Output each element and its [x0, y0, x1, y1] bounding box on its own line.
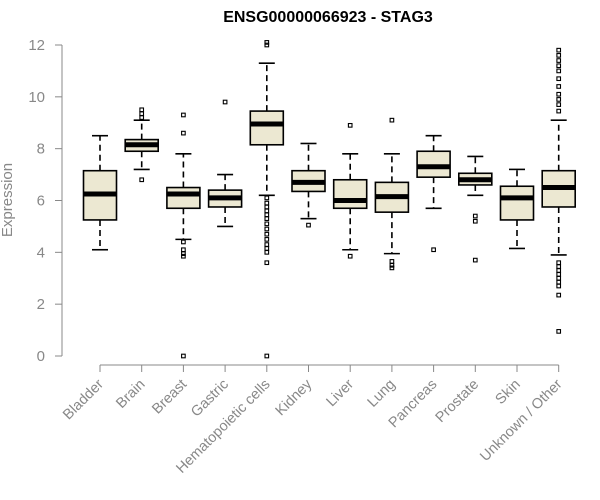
- outlier-point: [264, 42, 270, 48]
- outlier-point: [556, 264, 562, 269]
- x-tick-label: Breast: [149, 377, 190, 418]
- box-liver: [332, 122, 368, 259]
- outlier-point: [139, 111, 145, 117]
- outlier-point: [264, 200, 270, 206]
- outlier-point: [264, 242, 270, 247]
- outlier-point: [556, 91, 562, 97]
- outlier-point: [556, 268, 562, 273]
- iqr-box: [499, 185, 535, 221]
- outlier-point: [556, 63, 562, 69]
- outlier-point: [264, 353, 270, 359]
- outlier-point: [264, 208, 270, 214]
- outlier-point: [264, 237, 270, 242]
- box-bladder: [82, 134, 118, 251]
- x-tick-label: Prostate: [433, 377, 482, 426]
- outlier-point: [556, 292, 562, 298]
- outlier-point: [181, 353, 186, 359]
- outlier-point: [556, 272, 562, 277]
- outlier-point: [264, 226, 270, 232]
- outlier-point: [389, 259, 395, 264]
- outlier-point: [431, 247, 436, 253]
- outlier-point: [222, 99, 228, 105]
- outlier-point: [556, 329, 562, 334]
- box-lung: [374, 117, 410, 271]
- boxes-group: [82, 40, 577, 359]
- outlier-point: [556, 97, 562, 102]
- outlier-point: [264, 212, 270, 218]
- iqr-box: [249, 110, 285, 146]
- outlier-point: [556, 260, 562, 266]
- outlier-point: [306, 222, 311, 228]
- outlier-point: [556, 53, 562, 58]
- outlier-point: [139, 115, 145, 120]
- box-gastric: [207, 99, 243, 228]
- outlier-point: [556, 275, 562, 281]
- x-tick-label: Lung: [365, 377, 399, 411]
- outlier-point: [181, 253, 186, 259]
- x-tick-label: Bladder: [60, 376, 107, 423]
- outlier-point: [556, 108, 562, 114]
- outlier-point: [264, 260, 270, 266]
- outlier-point: [181, 239, 186, 245]
- y-tick-label: 8: [37, 141, 45, 158]
- iqr-box: [166, 186, 201, 210]
- outlier-point: [264, 216, 270, 221]
- iqr-box: [332, 178, 368, 210]
- box-prostate: [457, 155, 493, 263]
- x-tick-label: Liver: [323, 376, 357, 410]
- outlier-point: [389, 117, 395, 123]
- outlier-point: [347, 253, 353, 259]
- box-kidney: [291, 142, 326, 228]
- chart-title: ENSG00000066923 - STAG3: [223, 9, 433, 26]
- outlier-point: [556, 283, 562, 289]
- box-unknown-other: [541, 47, 577, 334]
- box-hematopoietic-cells: [249, 40, 285, 359]
- outlier-point: [556, 102, 562, 107]
- outlier-point: [389, 262, 395, 268]
- outlier-point: [181, 130, 186, 136]
- outlier-point: [264, 195, 270, 201]
- outlier-point: [556, 58, 562, 63]
- outlier-point: [181, 247, 186, 253]
- outlier-point: [181, 112, 186, 118]
- outlier-point: [264, 40, 270, 45]
- box-breast: [166, 112, 201, 359]
- box-brain: [124, 107, 159, 183]
- x-tick-label: Skin: [493, 377, 524, 408]
- outlier-point: [472, 213, 478, 219]
- y-tick-label: 6: [37, 193, 45, 210]
- outlier-point: [347, 122, 353, 128]
- y-tick-label: 4: [37, 244, 45, 261]
- y-tick-label: 12: [28, 37, 45, 54]
- y-tick-label: 0: [37, 348, 45, 365]
- outlier-point: [472, 218, 478, 224]
- outlier-point: [556, 68, 562, 74]
- y-tick-label: 10: [28, 89, 45, 106]
- box-skin: [499, 168, 535, 250]
- outlier-point: [139, 177, 145, 183]
- x-tick-label: Kidney: [273, 376, 316, 419]
- outlier-point: [264, 221, 270, 227]
- outlier-point: [264, 204, 270, 210]
- y-axis-label: Expression: [0, 163, 16, 237]
- y-tick-label: 2: [37, 296, 45, 313]
- iqr-box: [416, 150, 451, 178]
- outlier-point: [556, 84, 562, 89]
- outlier-point: [264, 249, 270, 255]
- y-axis: 0 2 4 6 8 10 12: [28, 37, 63, 365]
- outlier-point: [556, 76, 562, 82]
- x-tick-label: Brain: [113, 377, 148, 412]
- box-pancreas: [416, 134, 451, 253]
- outlier-point: [556, 47, 562, 53]
- outlier-point: [472, 257, 478, 263]
- outlier-point: [556, 279, 562, 285]
- outlier-point: [264, 231, 270, 237]
- outlier-point: [264, 246, 270, 251]
- outlier-point: [181, 251, 186, 256]
- outlier-point: [389, 265, 395, 271]
- outlier-point: [139, 107, 145, 113]
